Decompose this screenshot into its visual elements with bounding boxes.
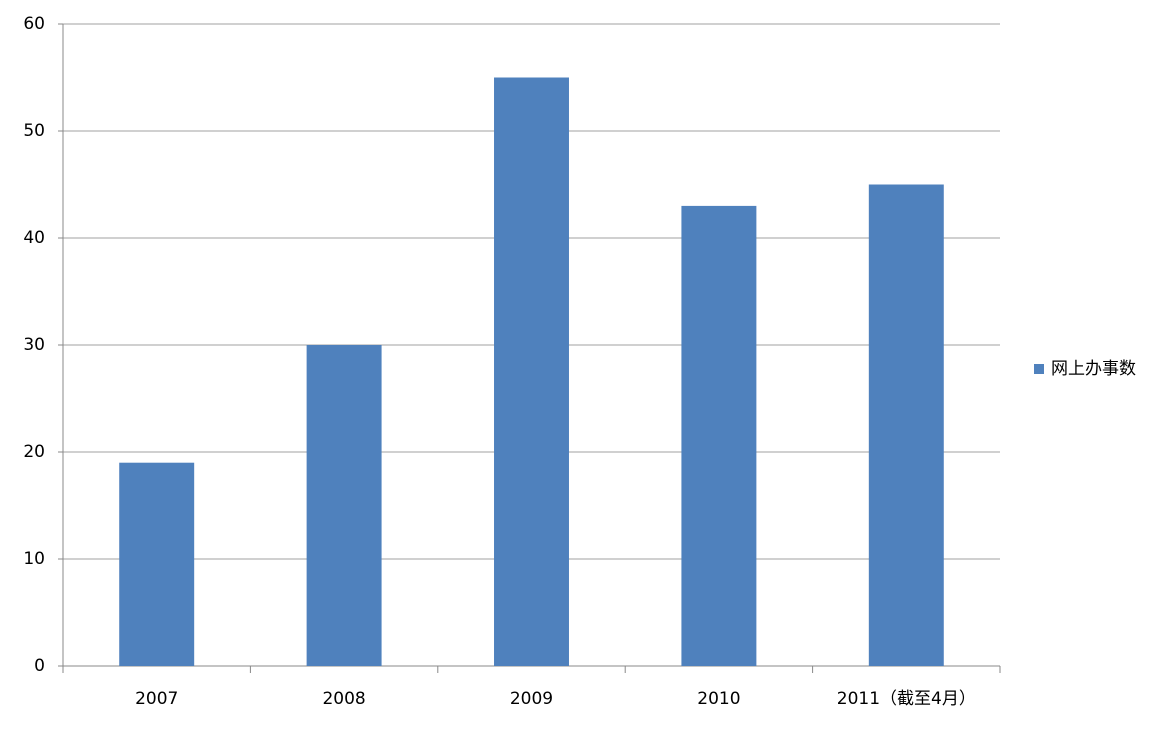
bar bbox=[681, 205, 757, 666]
y-tick-label: 0 bbox=[34, 656, 45, 676]
y-tick-label: 30 bbox=[23, 335, 45, 355]
y-tick-label: 40 bbox=[23, 228, 45, 248]
bar bbox=[119, 462, 195, 666]
x-tick-label: 2008 bbox=[322, 689, 365, 709]
y-tick-label: 20 bbox=[23, 442, 45, 462]
x-tick-label: 2007 bbox=[135, 689, 178, 709]
x-tick-label: 2010 bbox=[697, 689, 740, 709]
y-tick-label: 60 bbox=[23, 14, 45, 34]
y-tick-label: 50 bbox=[23, 121, 45, 141]
x-tick-label: 2011（截至4月） bbox=[837, 689, 976, 709]
legend-swatch bbox=[1034, 364, 1044, 374]
bar bbox=[868, 184, 944, 666]
bar bbox=[306, 345, 382, 666]
bar bbox=[494, 77, 569, 666]
legend-label: 网上办事数 bbox=[1051, 359, 1136, 379]
x-tick-label: 2009 bbox=[510, 689, 553, 709]
y-tick-label: 10 bbox=[23, 549, 45, 569]
